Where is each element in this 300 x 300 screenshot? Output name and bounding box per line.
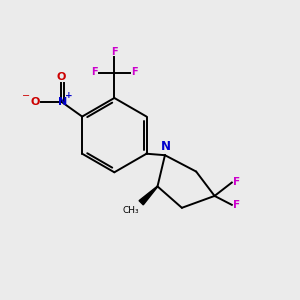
Text: N: N (160, 140, 170, 153)
Text: F: F (233, 177, 240, 187)
Text: F: F (233, 200, 240, 210)
Text: CH₃: CH₃ (122, 206, 139, 215)
Text: F: F (111, 47, 118, 57)
Text: −: − (22, 91, 30, 101)
Text: O: O (31, 97, 40, 107)
Polygon shape (139, 186, 158, 205)
Text: F: F (131, 67, 138, 77)
Text: N: N (58, 97, 67, 107)
Text: +: + (65, 91, 73, 100)
Text: F: F (91, 67, 98, 77)
Text: O: O (57, 72, 66, 82)
